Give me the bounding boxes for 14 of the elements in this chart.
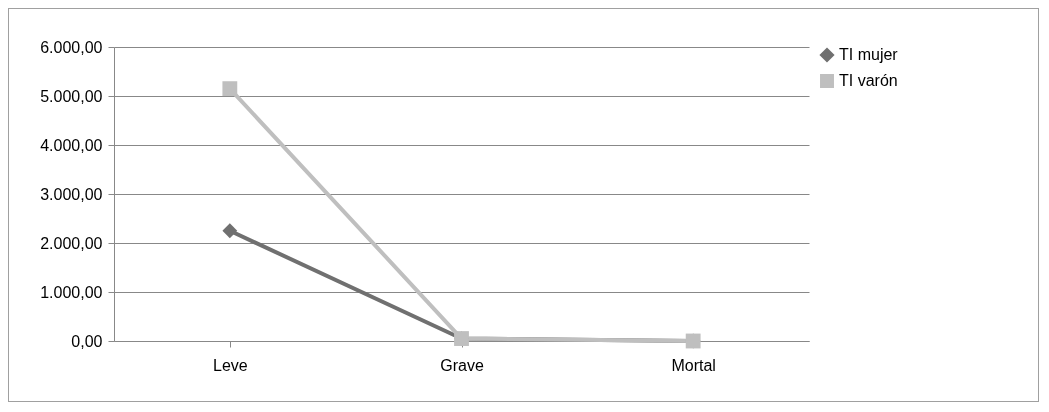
legend-label: TI mujer <box>839 46 899 63</box>
y-tick-label: 6.000,00 <box>40 38 103 56</box>
point <box>222 223 238 239</box>
y-tick-label: 2.000,00 <box>40 234 103 252</box>
x-tick-label: Mortal <box>671 356 716 374</box>
legend-label: TI varón <box>839 72 898 89</box>
y-tick-label: 5.000,00 <box>40 87 103 105</box>
y-tick-label: 1.000,00 <box>40 283 103 301</box>
x-tick-label: Grave <box>440 356 484 374</box>
x-tick-label: Leve <box>212 356 248 374</box>
y-tick-label: 3.000,00 <box>40 185 103 203</box>
y-tick-label: 4.000,00 <box>40 136 103 154</box>
point <box>222 81 238 97</box>
y-tick-label: 0,00 <box>71 332 103 350</box>
